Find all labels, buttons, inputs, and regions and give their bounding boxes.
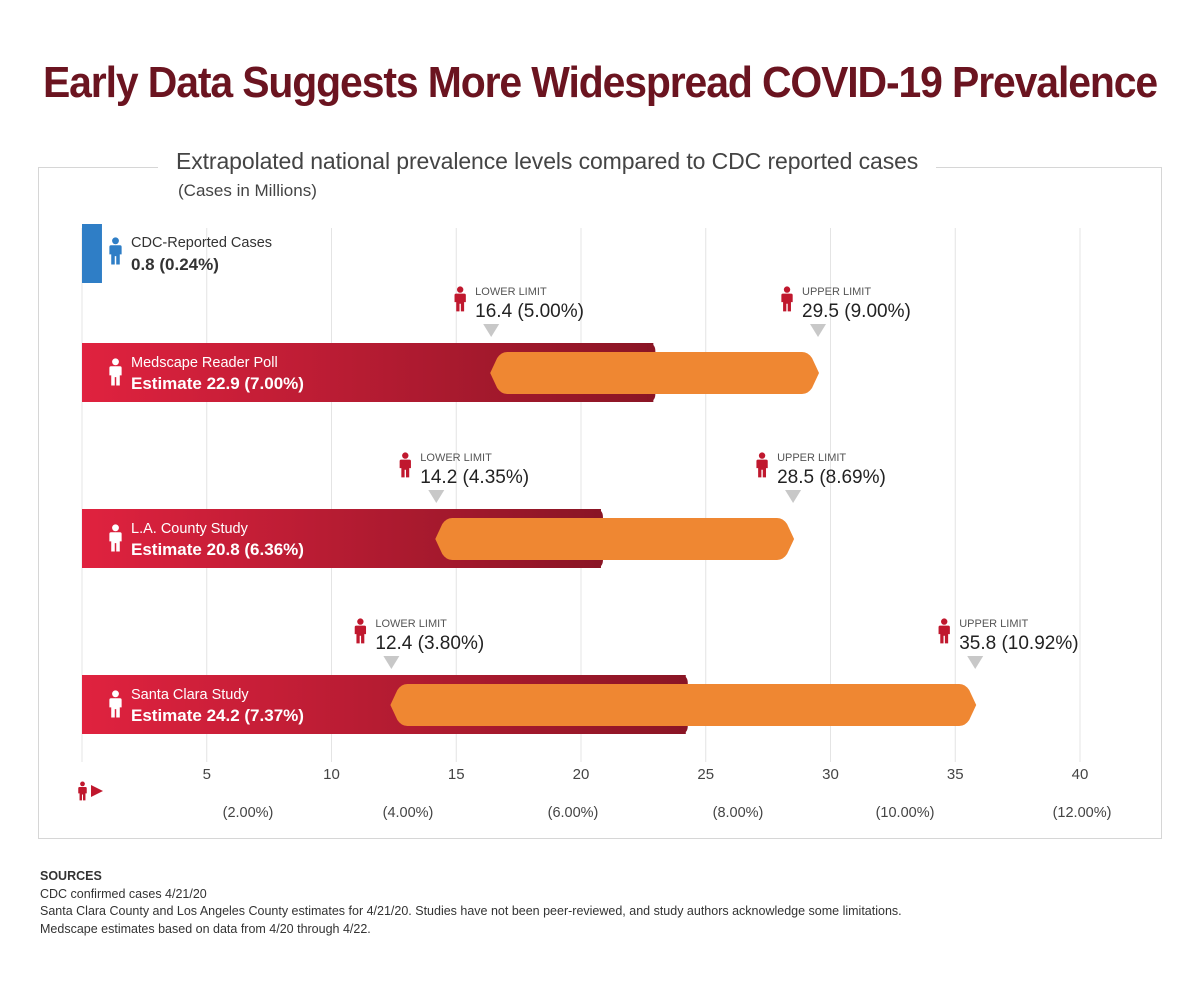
- percent-tick-label: (4.00%): [383, 805, 434, 821]
- lower-limit-marker: [483, 324, 500, 337]
- x-tick-label: 30: [822, 766, 839, 783]
- x-tick-label: 15: [448, 766, 465, 783]
- study-name: L.A. County Study: [131, 521, 249, 537]
- lower-limit-marker: [383, 656, 400, 669]
- upper-limit-label: UPPER LIMIT: [959, 618, 1028, 630]
- lower-limit-value: 16.4 (5.00%): [475, 301, 584, 322]
- lower-limit-label: LOWER LIMIT: [475, 286, 547, 298]
- x-tick-label: 25: [697, 766, 714, 783]
- percent-tick-label: (8.00%): [713, 805, 764, 821]
- lower-limit-label: LOWER LIMIT: [420, 452, 492, 464]
- range-bar: [490, 352, 820, 394]
- study-name: Medscape Reader Poll: [131, 355, 278, 371]
- x-tick-label: 35: [947, 766, 964, 783]
- person-icon: [78, 781, 87, 801]
- cdc-bar: [82, 224, 102, 283]
- chart-title: Early Data Suggests More Widespread COVI…: [42, 58, 1158, 107]
- study-estimate: Estimate 24.2 (7.37%): [131, 706, 304, 725]
- lower-limit-value: 14.2 (4.35%): [420, 467, 529, 488]
- x-tick-label: 40: [1072, 766, 1089, 783]
- person-icon: [109, 237, 122, 265]
- percent-tick-label: (10.00%): [876, 805, 935, 821]
- percent-tick-label: (12.00%): [1053, 805, 1112, 821]
- range-bar: [390, 684, 977, 726]
- person-icon: [756, 452, 768, 478]
- sources-heading: SOURCES: [40, 869, 102, 883]
- study-name: Santa Clara Study: [131, 687, 249, 703]
- study-estimate: Estimate 20.8 (6.36%): [131, 540, 304, 559]
- upper-limit-label: UPPER LIMIT: [777, 452, 846, 464]
- source-line: Santa Clara County and Los Angeles Count…: [40, 904, 902, 918]
- cdc-label: CDC-Reported Cases: [131, 235, 272, 251]
- percent-tick-label: (2.00%): [223, 805, 274, 821]
- person-icon: [399, 452, 411, 478]
- x-tick-label: 5: [203, 766, 211, 783]
- x-tick-label: 20: [573, 766, 590, 783]
- upper-limit-value: 29.5 (9.00%): [802, 301, 911, 322]
- axis-arrow-icon: [91, 785, 103, 797]
- study-estimate: Estimate 22.9 (7.00%): [131, 374, 304, 393]
- chart-subtitle: Extrapolated national prevalence levels …: [176, 148, 919, 174]
- person-icon: [938, 618, 950, 644]
- upper-limit-marker: [967, 656, 984, 669]
- chart-subtitle-wrap: Extrapolated national prevalence levels …: [158, 148, 937, 175]
- lower-limit-marker: [428, 490, 445, 503]
- chart-units: (Cases in Millions): [178, 181, 317, 200]
- person-icon: [354, 618, 367, 644]
- upper-limit-value: 28.5 (8.69%): [777, 467, 886, 488]
- x-tick-label: 10: [323, 766, 340, 783]
- range-bar: [435, 518, 795, 560]
- source-line: CDC confirmed cases 4/21/20: [40, 886, 207, 901]
- lower-limit-value: 12.4 (3.80%): [375, 633, 484, 654]
- upper-limit-label: UPPER LIMIT: [802, 286, 871, 298]
- source-line: Medscape estimates based on data from 4/…: [40, 921, 371, 936]
- upper-limit-marker: [810, 324, 827, 337]
- percent-tick-label: (6.00%): [548, 805, 599, 821]
- upper-limit-value: 35.8 (10.92%): [959, 633, 1078, 654]
- cdc-value: 0.8 (0.24%): [131, 255, 219, 274]
- upper-limit-marker: [785, 490, 802, 503]
- person-icon: [781, 286, 793, 312]
- lower-limit-label: LOWER LIMIT: [375, 618, 447, 630]
- sources-block: SOURCES CDC confirmed cases 4/21/20 Sant…: [40, 868, 902, 938]
